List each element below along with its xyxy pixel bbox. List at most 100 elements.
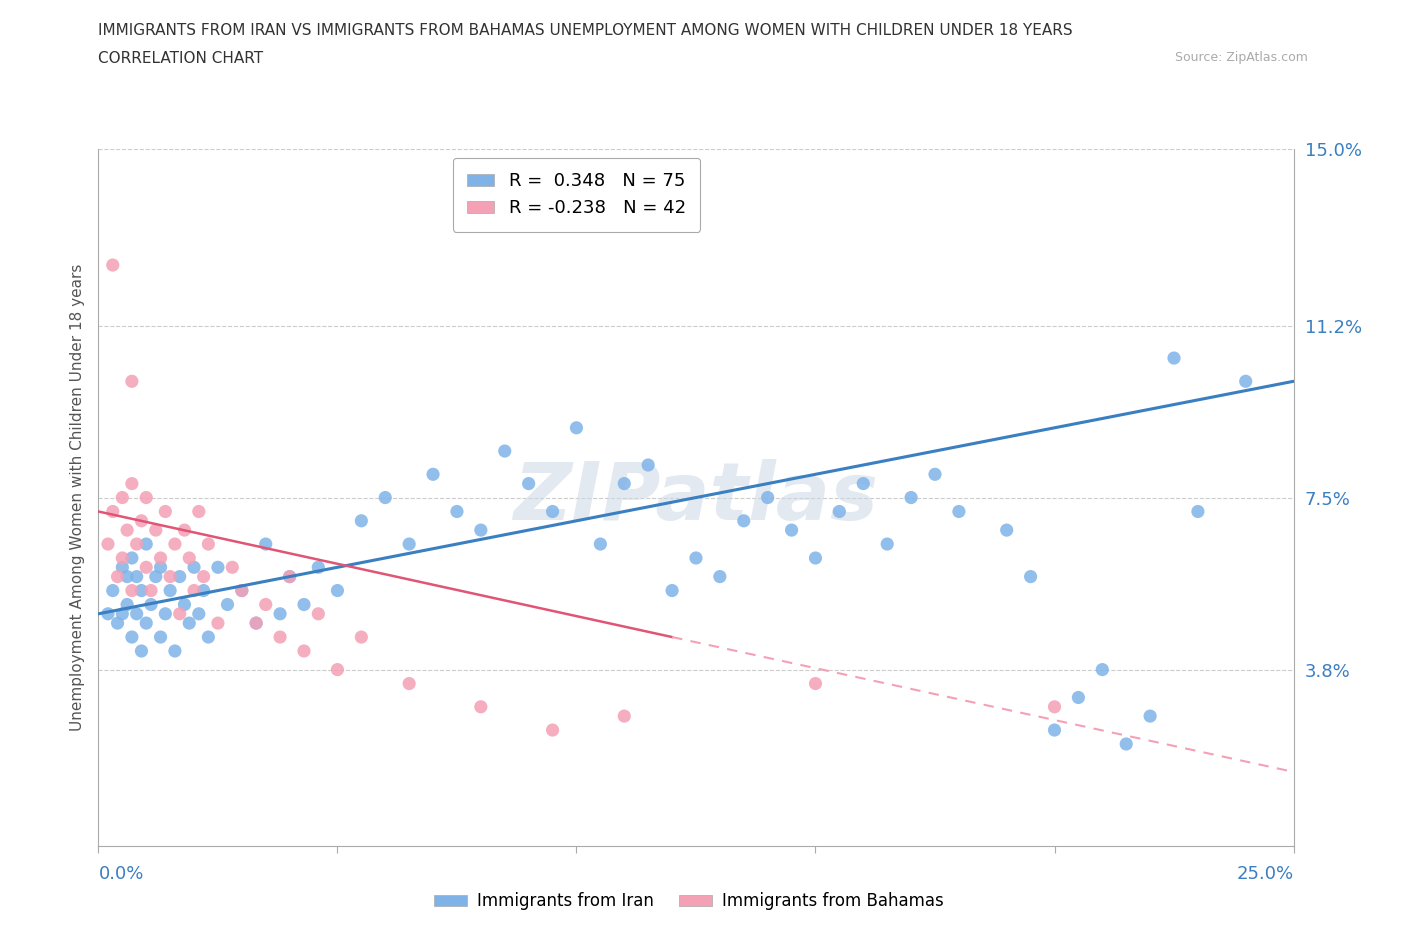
Point: [125, 606, 148, 621]
Point: [125, 569, 148, 584]
Point: [173, 597, 195, 612]
Point: [517, 476, 540, 491]
Point: [565, 420, 588, 435]
Point: [852, 476, 875, 491]
Point: [541, 723, 564, 737]
Point: [398, 537, 420, 551]
Point: [1091, 662, 1114, 677]
Text: 0.0%: 0.0%: [98, 865, 143, 883]
Point: [115, 569, 138, 584]
Point: [159, 569, 181, 584]
Point: [756, 490, 779, 505]
Point: [278, 569, 301, 584]
Point: [613, 709, 636, 724]
Point: [183, 583, 205, 598]
Point: [111, 490, 134, 505]
Point: [183, 560, 205, 575]
Point: [197, 537, 219, 551]
Point: [159, 583, 181, 598]
Point: [115, 523, 138, 538]
Point: [804, 551, 827, 565]
Point: [121, 476, 143, 491]
Point: [613, 476, 636, 491]
Point: [169, 569, 191, 584]
Point: [115, 597, 138, 612]
Point: [1187, 504, 1209, 519]
Point: [163, 644, 186, 658]
Point: [470, 699, 492, 714]
Text: IMMIGRANTS FROM IRAN VS IMMIGRANTS FROM BAHAMAS UNEMPLOYMENT AMONG WOMEN WITH CH: IMMIGRANTS FROM IRAN VS IMMIGRANTS FROM …: [98, 23, 1073, 38]
Point: [709, 569, 731, 584]
Point: [637, 458, 659, 472]
Point: [948, 504, 970, 519]
Text: CORRELATION CHART: CORRELATION CHART: [98, 51, 263, 66]
Point: [1115, 737, 1137, 751]
Point: [269, 606, 291, 621]
Point: [398, 676, 420, 691]
Point: [685, 551, 707, 565]
Point: [121, 374, 143, 389]
Point: [217, 597, 239, 612]
Point: [292, 597, 315, 612]
Point: [187, 606, 209, 621]
Text: ZIPatlas: ZIPatlas: [513, 458, 879, 537]
Point: [804, 676, 827, 691]
Point: [121, 583, 143, 598]
Point: [135, 560, 157, 575]
Point: [350, 630, 373, 644]
Point: [101, 583, 124, 598]
Point: [231, 583, 253, 598]
Point: [135, 490, 157, 505]
Point: [107, 569, 129, 584]
Point: [97, 537, 120, 551]
Point: [733, 513, 755, 528]
Point: [187, 504, 209, 519]
Legend: R =  0.348   N = 75, R = -0.238   N = 42: R = 0.348 N = 75, R = -0.238 N = 42: [453, 158, 700, 232]
Point: [149, 560, 172, 575]
Point: [131, 644, 153, 658]
Point: [155, 606, 177, 621]
Point: [101, 504, 124, 519]
Point: [193, 583, 215, 598]
Point: [254, 597, 277, 612]
Point: [1139, 709, 1161, 724]
Point: [231, 583, 253, 598]
Point: [924, 467, 946, 482]
Point: [446, 504, 468, 519]
Point: [131, 583, 153, 598]
Point: [245, 616, 267, 631]
Point: [350, 513, 373, 528]
Point: [197, 630, 219, 644]
Point: [207, 560, 229, 575]
Point: [661, 583, 683, 598]
Point: [97, 606, 120, 621]
Point: [307, 560, 329, 575]
Point: [245, 616, 267, 631]
Point: [1043, 723, 1066, 737]
Point: [155, 504, 177, 519]
Point: [193, 569, 215, 584]
Point: [135, 616, 157, 631]
Point: [173, 523, 195, 538]
Point: [139, 597, 162, 612]
Point: [494, 444, 516, 458]
Point: [780, 523, 803, 538]
Point: [221, 560, 243, 575]
Point: [292, 644, 315, 658]
Point: [149, 551, 172, 565]
Point: [876, 537, 898, 551]
Point: [1067, 690, 1090, 705]
Point: [179, 616, 201, 631]
Point: [1019, 569, 1042, 584]
Point: [145, 569, 167, 584]
Point: [101, 258, 124, 272]
Point: [589, 537, 612, 551]
Point: [470, 523, 492, 538]
Point: [145, 523, 167, 538]
Point: [169, 606, 191, 621]
Point: [121, 630, 143, 644]
Point: [828, 504, 851, 519]
Point: [269, 630, 291, 644]
Point: [121, 551, 143, 565]
Point: [326, 662, 349, 677]
